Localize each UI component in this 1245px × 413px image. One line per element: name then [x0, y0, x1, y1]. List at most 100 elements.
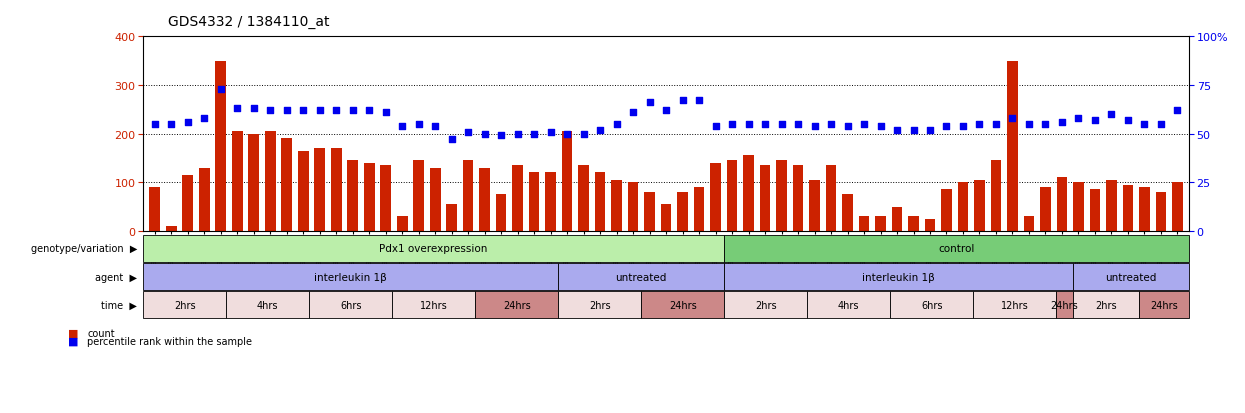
Bar: [925, 219, 935, 231]
Point: [970, 121, 990, 128]
Bar: [693, 188, 705, 231]
Text: 4hrs: 4hrs: [256, 300, 279, 310]
Point: [360, 108, 380, 114]
Bar: [479, 168, 491, 231]
FancyBboxPatch shape: [807, 292, 890, 318]
Text: interleukin 1β: interleukin 1β: [862, 272, 935, 282]
Text: 2hrs: 2hrs: [1096, 300, 1117, 310]
Point: [408, 121, 428, 128]
FancyBboxPatch shape: [641, 292, 725, 318]
Text: 6hrs: 6hrs: [340, 300, 361, 310]
Point: [870, 123, 890, 130]
FancyBboxPatch shape: [1139, 292, 1189, 318]
Point: [590, 127, 610, 134]
Text: 2hrs: 2hrs: [589, 300, 610, 310]
FancyBboxPatch shape: [143, 235, 725, 262]
Text: untreated: untreated: [1106, 272, 1157, 282]
Bar: [842, 195, 853, 231]
Point: [672, 98, 692, 104]
Bar: [1089, 190, 1101, 231]
Point: [228, 106, 248, 112]
Point: [162, 121, 182, 128]
Point: [854, 121, 874, 128]
Point: [1002, 115, 1022, 122]
Bar: [875, 217, 886, 231]
Point: [606, 121, 626, 128]
Point: [508, 131, 528, 138]
Point: [886, 127, 906, 134]
Point: [260, 108, 280, 114]
Text: 6hrs: 6hrs: [921, 300, 942, 310]
Bar: [397, 217, 407, 231]
Bar: [991, 161, 1001, 231]
Bar: [248, 134, 259, 231]
Point: [558, 131, 578, 138]
FancyBboxPatch shape: [143, 292, 227, 318]
Text: count: count: [87, 328, 115, 338]
Text: control: control: [939, 244, 975, 254]
Bar: [166, 226, 177, 231]
Point: [1036, 121, 1056, 128]
Point: [904, 127, 924, 134]
Bar: [595, 173, 605, 231]
Bar: [1073, 183, 1084, 231]
Text: genotype/variation  ▶: genotype/variation ▶: [31, 244, 137, 254]
Point: [986, 121, 1006, 128]
Point: [144, 121, 164, 128]
Bar: [364, 163, 375, 231]
Bar: [1057, 178, 1067, 231]
Point: [474, 131, 494, 138]
Bar: [463, 161, 473, 231]
Bar: [859, 217, 869, 231]
Point: [574, 131, 594, 138]
Point: [178, 119, 198, 126]
FancyBboxPatch shape: [725, 263, 1073, 290]
Bar: [611, 180, 622, 231]
Bar: [265, 132, 275, 231]
Bar: [347, 161, 359, 231]
Text: 4hrs: 4hrs: [838, 300, 859, 310]
Bar: [677, 192, 688, 231]
Bar: [578, 166, 589, 231]
Bar: [793, 166, 803, 231]
Bar: [149, 188, 161, 231]
Bar: [627, 183, 639, 231]
FancyBboxPatch shape: [974, 292, 1056, 318]
Bar: [1023, 217, 1035, 231]
Point: [210, 86, 230, 93]
Point: [640, 100, 660, 107]
Point: [920, 127, 940, 134]
FancyBboxPatch shape: [1073, 263, 1189, 290]
FancyBboxPatch shape: [890, 292, 974, 318]
Point: [738, 121, 758, 128]
Point: [688, 98, 708, 104]
Point: [804, 123, 824, 130]
Point: [458, 129, 478, 135]
Text: 24hrs: 24hrs: [1051, 300, 1078, 310]
Text: ■: ■: [68, 328, 78, 338]
Bar: [957, 183, 969, 231]
Point: [1150, 121, 1170, 128]
Point: [754, 121, 774, 128]
Point: [624, 109, 644, 116]
Bar: [1040, 188, 1051, 231]
Point: [838, 123, 858, 130]
Bar: [182, 176, 193, 231]
Point: [1068, 115, 1088, 122]
Bar: [446, 204, 457, 231]
Point: [492, 133, 512, 140]
Bar: [727, 161, 737, 231]
Bar: [661, 204, 671, 231]
FancyBboxPatch shape: [558, 292, 641, 318]
Point: [1168, 108, 1188, 114]
Text: 24hrs: 24hrs: [503, 300, 530, 310]
Point: [524, 131, 544, 138]
Bar: [1123, 185, 1133, 231]
Point: [656, 108, 676, 114]
Text: time  ▶: time ▶: [101, 300, 137, 310]
Bar: [529, 173, 539, 231]
FancyBboxPatch shape: [392, 292, 476, 318]
Point: [426, 123, 446, 130]
Point: [442, 137, 462, 143]
Bar: [561, 132, 573, 231]
